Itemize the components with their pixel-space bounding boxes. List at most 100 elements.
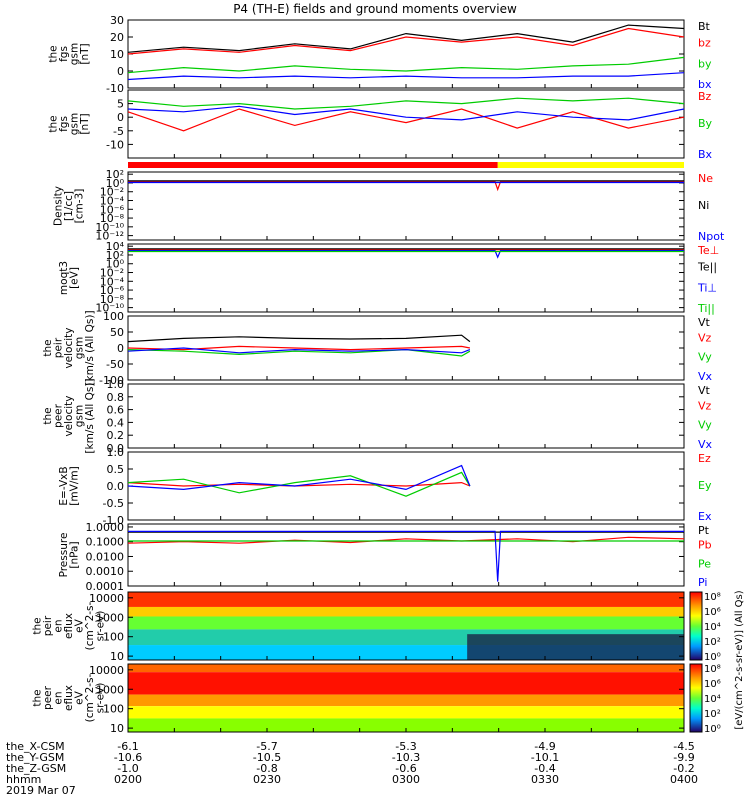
series-line-moqt3 — [128, 250, 684, 259]
y-tick-label: 20 — [110, 31, 124, 44]
legend-item: Vx — [698, 438, 713, 451]
series-line-fgs1 — [127, 72, 685, 81]
y-axis-label: velocity — [63, 395, 75, 436]
legend-item: Ne — [698, 172, 713, 185]
legend-item: Bt — [698, 20, 711, 33]
legend-item: Vx — [698, 370, 713, 383]
footer-tick-label: -10.1 — [531, 751, 559, 764]
y-axis-label: peer — [42, 685, 54, 710]
y-axis-label: the — [42, 407, 54, 424]
y-axis-label: eV — [74, 618, 86, 632]
footer-label-z: the_Z-GSM — [6, 762, 67, 775]
y-tick-label: 1.0 — [107, 446, 125, 459]
panel-frame — [127, 243, 685, 313]
y-tick-label: -5 — [113, 125, 124, 138]
y-tick-label: 10⁰ — [106, 258, 125, 271]
y-tick-label: 0.0100 — [86, 550, 125, 563]
y-tick-label: 10⁰ — [106, 177, 125, 190]
footer-tick-label: -0.4 — [534, 762, 555, 775]
series-line-fgs2 — [127, 105, 685, 121]
y-tick-label: 50 — [110, 326, 124, 339]
spectrogram-band — [128, 606, 684, 617]
colorbar-tick: 10⁸ — [704, 592, 721, 603]
legend-item: Npot — [698, 230, 725, 243]
footer-label-y: the_Y-GSM — [6, 751, 65, 764]
footer-tick-label: -6.1 — [117, 740, 138, 753]
footer-tick-label: 0200 — [114, 773, 142, 786]
footer-tick-label: -10.6 — [114, 751, 142, 764]
spectrogram-band — [128, 616, 684, 630]
legend-item: Pi — [698, 576, 707, 589]
spectrogram-band — [128, 592, 684, 607]
y-axis-label: the — [47, 45, 59, 62]
footer-tick-label: -9.9 — [673, 751, 694, 764]
series-line-density — [128, 181, 684, 192]
y-axis-label: en — [53, 691, 65, 704]
y-tick-label: 10⁻⁴ — [100, 275, 125, 288]
spectrogram-gap — [467, 634, 684, 660]
footer-tick-label: -4.5 — [673, 740, 694, 753]
y-tick-label: 0.6 — [107, 404, 125, 417]
legend-item: Te⊥ — [697, 244, 719, 257]
y-axis-label: eflux — [63, 613, 75, 639]
series-line-pressure — [127, 536, 685, 544]
y-tick-label: 10 — [110, 722, 124, 735]
legend-item: bz — [698, 37, 711, 50]
series-line-fgs1 — [127, 24, 685, 53]
footer-tick-label: 0330 — [531, 773, 559, 786]
legend-item: Vy — [698, 419, 712, 432]
legend-item: Ey — [698, 479, 712, 492]
legend-item: Pe — [698, 557, 711, 570]
colorbar-tick: 10⁰ — [704, 652, 721, 663]
colorbar-tick: 10² — [704, 637, 721, 648]
y-axis-label: [km/s (All Qs)] — [84, 378, 96, 453]
series-line-peir_vel — [127, 347, 471, 354]
y-axis-label: [mV/m] — [68, 466, 80, 505]
footer-tick-label: -0.6 — [395, 762, 416, 775]
y-axis-label: (cm^2-s- — [84, 673, 96, 722]
y-axis-label: moqt3 — [58, 261, 70, 295]
y-axis-label: Density — [53, 186, 65, 226]
y-tick-label: -50 — [106, 358, 124, 371]
y-axis-label: [nT] — [79, 113, 91, 134]
y-tick-label: 0.0010 — [86, 565, 125, 578]
y-tick-label: 10⁻¹² — [95, 230, 124, 243]
footer-tick-label: -4.9 — [534, 740, 555, 753]
y-tick-label: 10⁻⁶ — [100, 203, 125, 216]
y-tick-label: -10 — [106, 82, 124, 95]
colorbar-tick: 10² — [704, 709, 721, 720]
footer-tick-label: -0.2 — [673, 762, 694, 775]
y-axis-label: gsm — [74, 405, 86, 427]
y-axis-label: sr-eV) — [95, 611, 107, 642]
legend-item: Bx — [698, 148, 713, 161]
chart-title: P4 (TH-E) fields and ground moments over… — [233, 2, 517, 16]
y-axis-label: sr-eV) — [95, 683, 107, 714]
colorbar-tick: 10⁴ — [704, 694, 721, 705]
y-axis-label: [cm-3] — [74, 189, 86, 224]
y-tick-label: 100 — [103, 310, 124, 323]
y-tick-label: 1000 — [96, 683, 124, 696]
legend-item: Bz — [698, 90, 712, 103]
y-tick-label: 0.8 — [107, 391, 125, 404]
y-tick-label: 1000 — [96, 611, 124, 624]
colorbar-tick: 10⁸ — [704, 664, 721, 675]
y-axis-label: gsm — [74, 337, 86, 359]
colorbar-tick: 10⁴ — [704, 622, 721, 633]
y-tick-label: 10⁻² — [100, 186, 124, 199]
y-axis-label: gsm — [68, 113, 80, 135]
legend-item: Ex — [698, 510, 712, 523]
legend-item: Ti|| — [697, 302, 715, 315]
y-tick-label: 0.4 — [107, 416, 125, 429]
spectrogram-band — [128, 672, 684, 695]
y-tick-label: 10² — [106, 249, 124, 262]
legend-item: Te|| — [697, 261, 717, 274]
series-line-peir_vel — [127, 334, 471, 343]
y-axis-label: en — [53, 619, 65, 632]
spectrogram-peir_en — [128, 592, 684, 660]
y-axis-label: the — [32, 689, 44, 706]
series-line-fgs1 — [127, 56, 685, 74]
footer-label-hhmm: hhmm — [6, 773, 42, 786]
series-line-pressure — [128, 530, 684, 582]
y-tick-label: 100 — [103, 703, 124, 716]
